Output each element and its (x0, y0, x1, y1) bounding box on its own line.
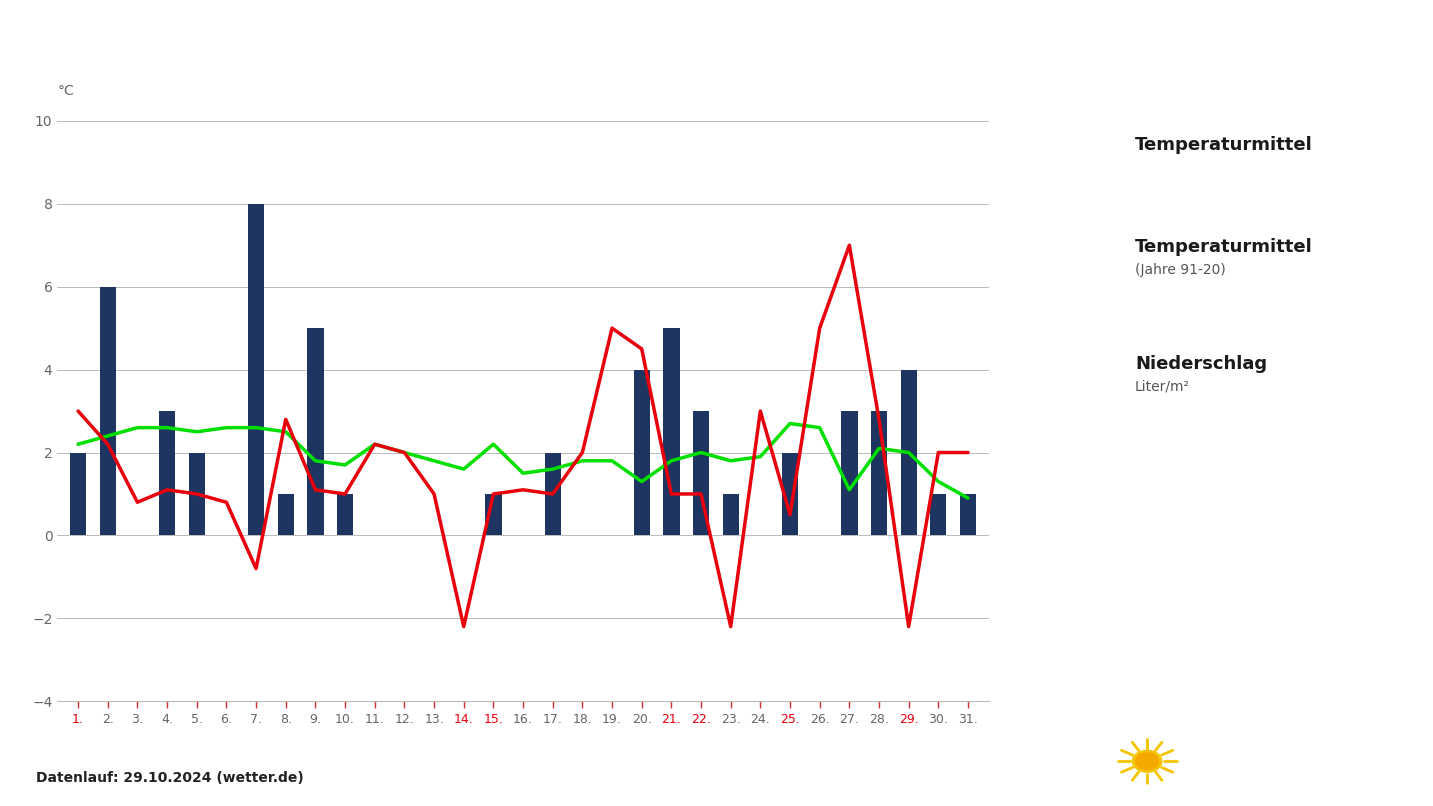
Bar (871, 411, 887, 535)
Bar (900, 370, 917, 535)
Circle shape (1132, 750, 1162, 772)
Text: wetter.de: wetter.de (1247, 752, 1343, 770)
Bar (159, 411, 175, 535)
Bar (960, 494, 976, 535)
Bar (189, 452, 205, 535)
Bar (278, 494, 294, 535)
Text: Temperaturmittel: Temperaturmittel (1135, 239, 1313, 256)
Text: Vorhersage: -10 mm: Vorhersage: -10 mm (1098, 510, 1303, 528)
Text: Niederschlag: Niederschlag (1135, 355, 1267, 373)
Text: Liter/m²: Liter/m² (1135, 380, 1189, 394)
Bar (782, 452, 798, 535)
Text: °C: °C (57, 84, 75, 98)
Bar (99, 287, 116, 535)
Bar (486, 494, 502, 535)
Text: Datenlauf: 29.10.2024 (wetter.de): Datenlauf: 29.10.2024 (wetter.de) (36, 771, 304, 785)
Bar (663, 328, 679, 535)
Text: (Jahre 91-20): (Jahre 91-20) (1135, 263, 1225, 277)
Bar (841, 411, 857, 535)
Text: Temperaturmittel: Temperaturmittel (1135, 136, 1313, 154)
Text: Vorhersage: +0.3°: Vorhersage: +0.3° (1108, 447, 1293, 465)
Bar (633, 370, 649, 535)
Bar (337, 494, 353, 535)
Bar (307, 328, 324, 535)
Bar (70, 452, 86, 535)
Bar (545, 452, 560, 535)
Bar (930, 494, 947, 535)
Bar (248, 204, 264, 535)
Circle shape (1136, 753, 1158, 770)
Text: Deutschland - Dezember: Deutschland - Dezember (52, 44, 380, 68)
Bar (694, 411, 709, 535)
Bar (722, 494, 739, 535)
